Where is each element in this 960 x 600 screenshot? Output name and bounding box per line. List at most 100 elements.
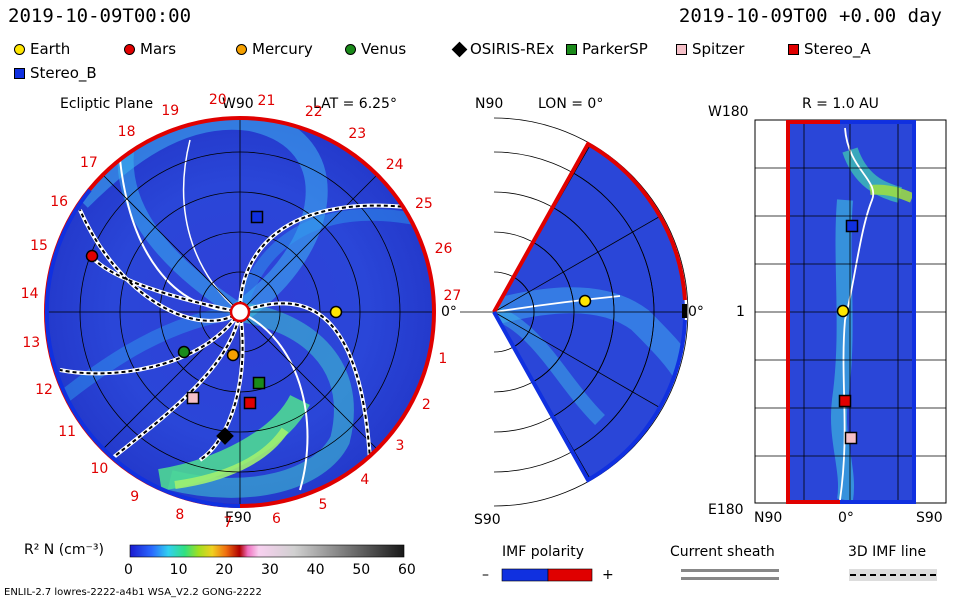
current-sheath-label: Current sheath (670, 544, 775, 560)
legend-label: Mercury (252, 40, 313, 58)
legend-marker-circle (236, 43, 247, 55)
ecliptic-tick-15: 15 (30, 238, 48, 255)
legend-label: ParkerSP (582, 40, 648, 58)
ecliptic-tick-25: 25 (414, 195, 433, 212)
ecliptic-mars-marker (85, 249, 99, 263)
meridional-top-label: N90 (475, 96, 504, 112)
colorbar-tick-50: 50 (352, 562, 371, 578)
imf-minus-label: – (482, 567, 489, 583)
ecliptic-mercury-marker (226, 348, 240, 362)
ecliptic-tick-8: 8 (175, 507, 185, 524)
ecliptic-tick-12: 12 (35, 381, 53, 398)
ecliptic-osiris-rex-marker (216, 427, 234, 445)
ecliptic-tick-6: 6 (272, 511, 281, 528)
date-left: 2019-10-09T00:00 (8, 5, 192, 27)
colorbar-tick-0: 0 (124, 562, 133, 578)
legend-label: Earth (30, 40, 71, 58)
ecliptic-tick-23: 23 (348, 125, 367, 142)
shell-earth-marker (836, 304, 850, 318)
legend-label: Mars (140, 40, 177, 58)
legend-marker-circle (124, 43, 135, 55)
ecliptic-lat-label: LAT = 6.25° (313, 96, 397, 112)
ecliptic-tick-18: 18 (117, 124, 136, 141)
ecliptic-tick-10: 10 (90, 460, 109, 477)
colorbar-tick-40: 40 (306, 562, 325, 578)
shell-x-tick-0: N90 (754, 510, 783, 526)
date-right: 2019-10-09T00 +0.00 day (678, 5, 942, 27)
shell-mid-left: 1 (736, 304, 745, 320)
ecliptic-tick-1: 1 (438, 351, 448, 368)
ecliptic-tick-17: 17 (79, 155, 98, 172)
ecliptic-tick-11: 11 (58, 424, 77, 441)
legend-marker-square (566, 43, 577, 55)
shell-spitzer-marker (844, 431, 858, 445)
legend-item-stereo-b: Stereo_B (14, 64, 97, 82)
ecliptic-tick-24: 24 (385, 157, 404, 174)
ecliptic-tick-7: 7 (223, 514, 233, 531)
shell-stereo-a-marker (838, 394, 852, 408)
ecliptic-tick-27: 27 (443, 288, 462, 305)
ecliptic-tick-3: 3 (395, 438, 405, 455)
legend-marker-circle (345, 43, 356, 55)
colorbar (129, 544, 405, 558)
ecliptic-tick-21: 21 (257, 92, 276, 109)
ecliptic-tick-5: 5 (318, 496, 328, 513)
ecliptic-stereo-b-marker (250, 210, 264, 224)
meridional-bottom-label: S90 (474, 512, 501, 528)
ecliptic-tick-2: 2 (421, 397, 431, 414)
legend-item-venus: Venus (345, 40, 406, 58)
legend-marker-circle (14, 43, 25, 55)
shell-top-left: W180 (708, 104, 749, 120)
legend-label: Spitzer (692, 40, 745, 58)
shell-x-tick-2: S90 (916, 510, 943, 526)
legend-item-stereo-a: Stereo_A (788, 40, 871, 58)
legend-label: Stereo_B (30, 64, 97, 82)
legend-label: OSIRIS-REx (470, 40, 555, 58)
shell-stereo-b-marker (845, 219, 859, 233)
ecliptic-tick-20: 20 (208, 92, 227, 109)
legend-item-mars: Mars (124, 40, 176, 58)
legend-label: Stereo_A (804, 40, 871, 58)
legend-item-spitzer: Spitzer (676, 40, 744, 58)
colorbar-tick-10: 10 (169, 562, 188, 578)
ecliptic-tick-16: 16 (50, 193, 69, 210)
ecliptic-tick-22: 22 (304, 103, 323, 120)
ecliptic-venus-marker (177, 345, 191, 359)
footer-model-info: ENLIL-2.7 lowres-2222-a4b1 WSA_V2.2 GONG… (4, 587, 262, 598)
ecliptic-earth-marker (329, 305, 343, 319)
legend-item-mercury: Mercury (236, 40, 313, 58)
ecliptic-tick-13: 13 (22, 334, 41, 351)
imf-plus-label: + (602, 567, 614, 583)
imf-polarity-label: IMF polarity (502, 544, 585, 560)
ecliptic-plane-plot (44, 116, 436, 508)
legend-item-earth: Earth (14, 40, 70, 58)
legend-item-osiris-rex: OSIRIS-REx (451, 40, 555, 58)
ecliptic-bottom-label: E90 (225, 510, 252, 526)
ecliptic-tick-26: 26 (434, 240, 453, 257)
legend-label: Venus (361, 40, 407, 58)
colorbar-tick-30: 30 (261, 562, 279, 578)
ecliptic-top-label: W90 (222, 96, 254, 112)
imf-line-label: 3D IMF line (848, 544, 927, 560)
ecliptic-plane-label: Ecliptic Plane (60, 96, 154, 112)
meridional-right-label: 0° (688, 304, 704, 320)
shell-title: R = 1.0 AU (802, 96, 879, 112)
legend-item-parkersp: ParkerSP (566, 40, 648, 58)
shell-x-tick-1: 0° (838, 510, 854, 526)
colorbar-tick-20: 20 (215, 562, 234, 578)
colorbar-label: R² N (cm⁻³) (24, 542, 104, 558)
legend-marker-square (788, 43, 799, 55)
ecliptic-stereo-a-marker (243, 396, 257, 410)
meridional-lon-label: LON = 0° (538, 96, 604, 112)
shell-bottom-left: E180 (708, 502, 744, 518)
ecliptic-right-label: 0° (441, 304, 457, 320)
legend-marker-square (14, 67, 25, 79)
meridional-plot (460, 117, 689, 507)
ecliptic-tick-9: 9 (130, 488, 140, 505)
colorbar-tick-60: 60 (398, 562, 416, 578)
ecliptic-tick-14: 14 (20, 285, 39, 302)
meridional-earth-marker (578, 294, 592, 308)
ecliptic-tick-4: 4 (360, 471, 370, 488)
ecliptic-spitzer-marker (186, 391, 200, 405)
